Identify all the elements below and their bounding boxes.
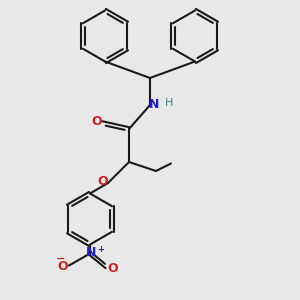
Text: N: N bbox=[86, 245, 97, 259]
Text: −: − bbox=[56, 254, 65, 264]
Text: N: N bbox=[149, 98, 160, 112]
Text: O: O bbox=[91, 115, 102, 128]
Text: O: O bbox=[97, 175, 108, 188]
Text: O: O bbox=[57, 260, 68, 274]
Text: H: H bbox=[165, 98, 174, 109]
Text: +: + bbox=[97, 244, 104, 253]
Text: O: O bbox=[108, 262, 118, 275]
